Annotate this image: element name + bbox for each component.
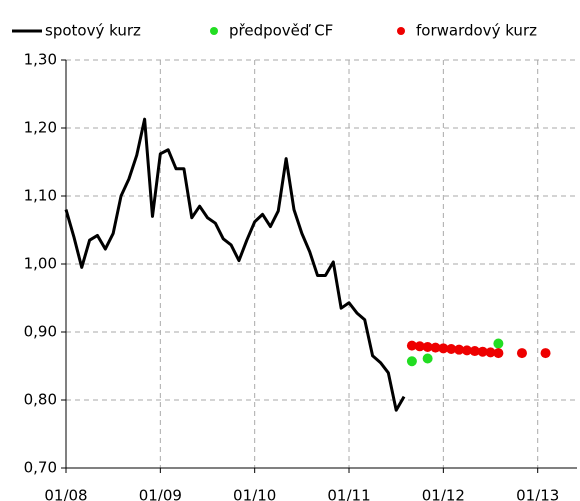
- y-tick-label: 1,20: [24, 119, 57, 137]
- data-point: [469, 346, 480, 357]
- data-point: [422, 353, 433, 364]
- x-tick-label: 01/11: [327, 487, 370, 501]
- spot-line: [64, 117, 406, 412]
- x-tick-label: 01/12: [422, 487, 465, 501]
- y-tick-label: 1,10: [24, 187, 57, 205]
- data-point: [414, 341, 425, 352]
- data-point: [477, 346, 488, 357]
- data-point: [406, 356, 417, 367]
- data-point: [438, 343, 449, 354]
- legend-label: forwardový kurz: [416, 22, 537, 40]
- data-point: [493, 338, 504, 349]
- y-tick-label: 0,70: [24, 459, 57, 477]
- data-point: [422, 341, 433, 352]
- data-point: [516, 348, 527, 359]
- x-tick-label: 01/09: [139, 487, 182, 501]
- data-point: [485, 347, 496, 358]
- data-point: [493, 348, 504, 359]
- x-tick-label: 01/08: [44, 487, 87, 501]
- y-tick-label: 0,90: [24, 323, 57, 341]
- data-point: [461, 345, 472, 356]
- legend-swatch: [397, 27, 405, 35]
- data-point: [446, 344, 457, 354]
- data-point: [454, 344, 465, 355]
- x-tick-label: 01/13: [516, 487, 559, 501]
- legend-label: spotový kurz: [45, 22, 141, 40]
- data-point: [406, 340, 417, 351]
- y-tick-label: 0,80: [24, 391, 57, 409]
- x-tick-label: 01/10: [233, 487, 276, 501]
- data-point: [430, 342, 441, 353]
- legend-swatch: [210, 27, 218, 35]
- legend-label: předpověď CF: [229, 22, 333, 40]
- y-tick-label: 1,30: [24, 51, 57, 69]
- y-tick-label: 1,00: [24, 255, 57, 273]
- data-point: [540, 348, 551, 359]
